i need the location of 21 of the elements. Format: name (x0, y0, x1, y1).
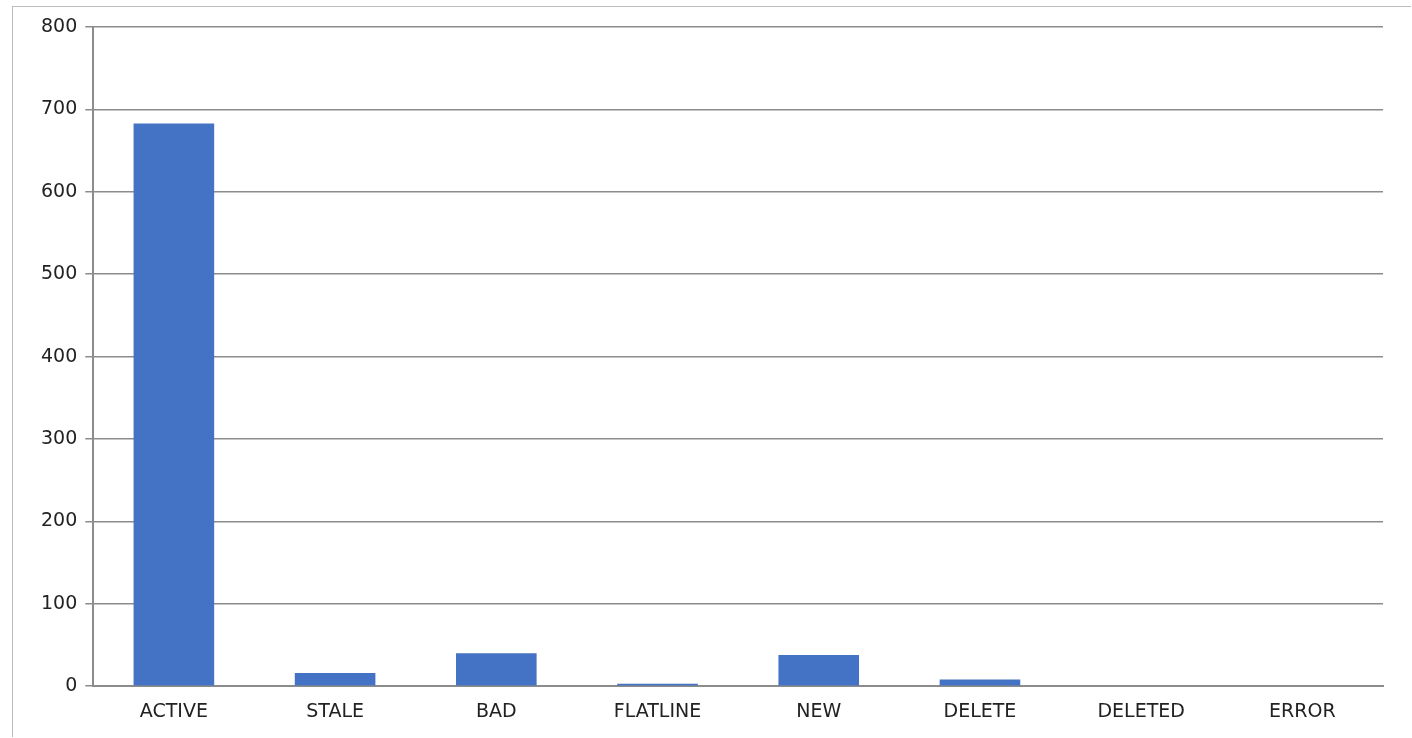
y-tick-label: 600 (41, 178, 78, 201)
bar (778, 654, 860, 686)
x-tick-label: BAD (475, 698, 517, 721)
y-tick-label: 100 (41, 590, 78, 613)
x-tick-label: ACTIVE (139, 698, 208, 721)
y-tick-label: 200 (41, 508, 78, 531)
y-tick-label: 400 (41, 343, 78, 366)
y-tick-label: 500 (41, 261, 78, 284)
bar (294, 673, 376, 686)
x-tick-label: NEW (796, 698, 842, 721)
bar (133, 123, 215, 686)
x-tick-label: ERROR (1269, 698, 1336, 721)
x-tick-label: DELETED (1097, 698, 1185, 721)
y-tick-label: 700 (41, 96, 78, 119)
bar (456, 653, 537, 686)
x-tick-label: STALE (306, 698, 364, 721)
x-tick-label: FLATLINE (613, 698, 702, 721)
y-tick-label: 300 (41, 425, 78, 448)
x-tick-label: DELETE (943, 698, 1017, 721)
y-tick-label: 0 (65, 673, 78, 696)
y-tick-label: 800 (41, 13, 78, 36)
